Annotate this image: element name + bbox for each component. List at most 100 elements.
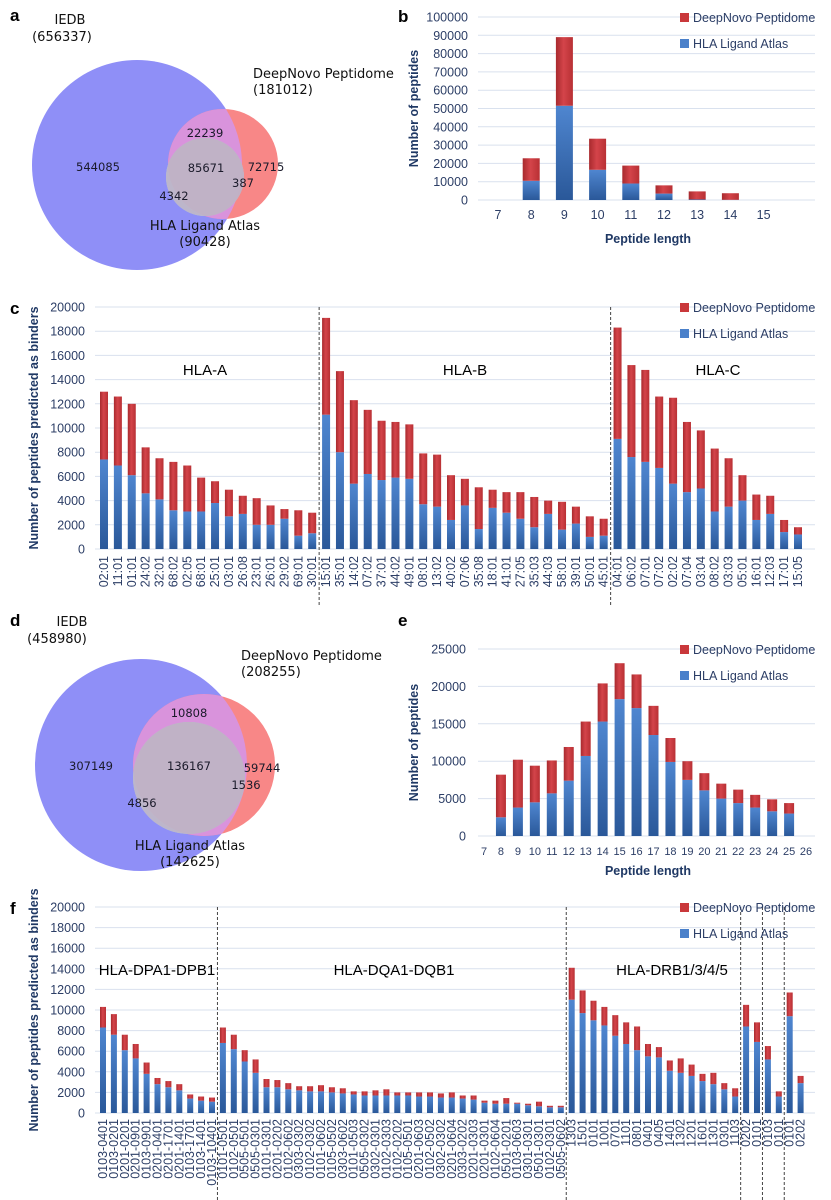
- x-tick-label: 0103-0901: [140, 1119, 154, 1179]
- x-tick-label: 0801: [630, 1119, 644, 1147]
- x-tick-label: 0201-0201: [118, 1119, 132, 1179]
- x-tick-label: 0102-0501: [227, 1119, 241, 1179]
- bar-hla-ligand-atlas: [143, 1073, 150, 1113]
- chart-f: 0 2000 4000 6000 8000 10000 12000 14000 16000 180…: [27, 888, 815, 1200]
- x-tick-label: 0103-0201: [107, 1119, 121, 1179]
- group-label: HLA-DRB1/3/4/5: [616, 962, 728, 979]
- x-tick-label: 7: [495, 208, 502, 222]
- bar-deepnovo-peptidome: [614, 663, 625, 700]
- x-tick-label: 07:06: [458, 556, 472, 587]
- x-tick-label: 44:02: [388, 556, 402, 587]
- bar-hla-ligand-atlas: [307, 1091, 314, 1113]
- y-tick-label: 70000: [433, 65, 468, 79]
- bar-hla-ligand-atlas: [563, 780, 574, 836]
- y-tick-label: 8000: [57, 446, 85, 460]
- x-tick-label: 1401: [663, 1119, 677, 1147]
- bar-deepnovo-peptidome: [308, 512, 317, 534]
- bar-hla-ligand-atlas: [797, 1083, 804, 1113]
- x-tick-label: 0105-0502: [325, 1119, 339, 1179]
- bar-deepnovo-peptidome: [780, 519, 789, 533]
- bar-hla-ligand-atlas: [372, 1095, 379, 1113]
- bar-deepnovo-peptidome: [252, 498, 261, 525]
- bar-deepnovo-peptidome: [307, 1086, 314, 1092]
- x-tick-label: 9: [561, 208, 568, 222]
- bar-hla-ligand-atlas: [525, 1105, 532, 1113]
- bar-hla-ligand-atlas: [328, 1092, 335, 1113]
- y-tick-label: 5000: [438, 792, 466, 806]
- bar-deepnovo-peptidome: [733, 789, 744, 804]
- y-tick-label: 10000: [431, 755, 466, 769]
- y-tick-label: 80000: [433, 47, 468, 61]
- bar-deepnovo-peptidome: [391, 421, 400, 478]
- x-tick-label: 15: [613, 846, 625, 858]
- x-tick-label: 11: [546, 846, 557, 858]
- bar-deepnovo-peptidome: [339, 1088, 346, 1094]
- bar-hla-ligand-atlas: [557, 1107, 564, 1113]
- bar-hla-ligand-atlas: [514, 1103, 521, 1113]
- legend-label-deepnovo: DeepNovo Peptidome: [693, 301, 815, 315]
- venn-d-all-three: 136167: [167, 759, 211, 773]
- x-tick-label: 0103-1401: [194, 1119, 208, 1179]
- x-tick-label: 35:01: [333, 556, 347, 587]
- x-tick-label: 27:05: [513, 556, 527, 587]
- y-axis-title: Number of peptides: [407, 684, 421, 801]
- bar-deepnovo-peptidome: [448, 1092, 455, 1098]
- x-tick-label: 26: [800, 846, 812, 858]
- bar-hla-ligand-atlas: [733, 803, 744, 836]
- panel-d-letter: d: [10, 611, 20, 630]
- legend-swatch-hla-atlas: [680, 329, 689, 338]
- panel-a-letter: a: [10, 6, 20, 25]
- x-tick-label: 1201: [685, 1119, 699, 1147]
- bar-deepnovo-peptidome: [433, 454, 442, 507]
- bar-deepnovo-peptidome: [752, 494, 761, 520]
- bar-deepnovo-peptidome: [127, 403, 136, 476]
- bar-deepnovo-peptidome: [568, 967, 575, 1000]
- x-tick-label: 23:01: [250, 556, 264, 587]
- bar-hla-ligand-atlas: [377, 480, 386, 549]
- panel-f-letter: f: [10, 899, 16, 918]
- x-tick-label: 41:01: [500, 556, 514, 587]
- x-tick-label: 16: [630, 846, 642, 858]
- venn-d-iedb-hla: 4856: [127, 796, 156, 810]
- x-tick-label: 22: [732, 846, 744, 858]
- x-tick-label: 14:02: [347, 556, 361, 587]
- venn-d-hla-name: HLA Ligand Atlas: [135, 839, 245, 854]
- x-tick-label: 14: [723, 208, 737, 222]
- group-label: HLA-B: [443, 362, 487, 379]
- x-tick-label: 49:01: [402, 556, 416, 587]
- y-tick-label: 6000: [57, 1045, 85, 1059]
- bar-hla-ligand-atlas: [612, 1035, 619, 1113]
- y-tick-label: 2000: [57, 1086, 85, 1100]
- bar-deepnovo-peptidome: [113, 396, 122, 466]
- x-tick-label: 0501-0301: [532, 1119, 546, 1179]
- bar-hla-ligand-atlas: [710, 511, 719, 549]
- bar-hla-ligand-atlas: [512, 807, 523, 836]
- bar-deepnovo-peptidome: [481, 1100, 488, 1103]
- bar-hla-ligand-atlas: [699, 790, 710, 836]
- bar-deepnovo-peptidome: [669, 397, 678, 484]
- x-tick-label: 1001: [597, 1119, 611, 1147]
- venn-d-iedb-only: 307149: [69, 759, 113, 773]
- venn-d-iedb-deepnovo: 10808: [171, 706, 208, 720]
- x-tick-label: 26:08: [236, 556, 250, 587]
- bar-hla-ligand-atlas: [696, 488, 705, 549]
- bar-hla-ligand-atlas: [627, 457, 636, 549]
- bar-hla-ligand-atlas: [274, 1087, 281, 1113]
- y-tick-label: 25000: [431, 643, 466, 657]
- bar-deepnovo-peptidome: [274, 1080, 281, 1088]
- bar-hla-ligand-atlas: [699, 1081, 706, 1113]
- x-tick-label: 0303-0302: [292, 1119, 306, 1179]
- y-tick-label: 30000: [433, 139, 468, 153]
- bar-deepnovo-peptidome: [579, 990, 586, 1014]
- bar-hla-ligand-atlas: [474, 529, 483, 549]
- x-tick-label: 02:01: [97, 556, 111, 587]
- bar-deepnovo-peptidome: [492, 1100, 499, 1104]
- y-tick-label: 14000: [50, 373, 85, 387]
- group-label: HLA-DQA1-DQB1: [334, 962, 455, 979]
- bar-hla-ligand-atlas: [100, 1027, 106, 1113]
- x-tick-label: 11: [624, 208, 637, 222]
- bar-hla-ligand-atlas: [738, 500, 747, 549]
- bar-deepnovo-peptidome: [363, 409, 372, 474]
- bar-deepnovo-peptidome: [641, 369, 650, 462]
- x-tick-label: 13: [690, 208, 704, 222]
